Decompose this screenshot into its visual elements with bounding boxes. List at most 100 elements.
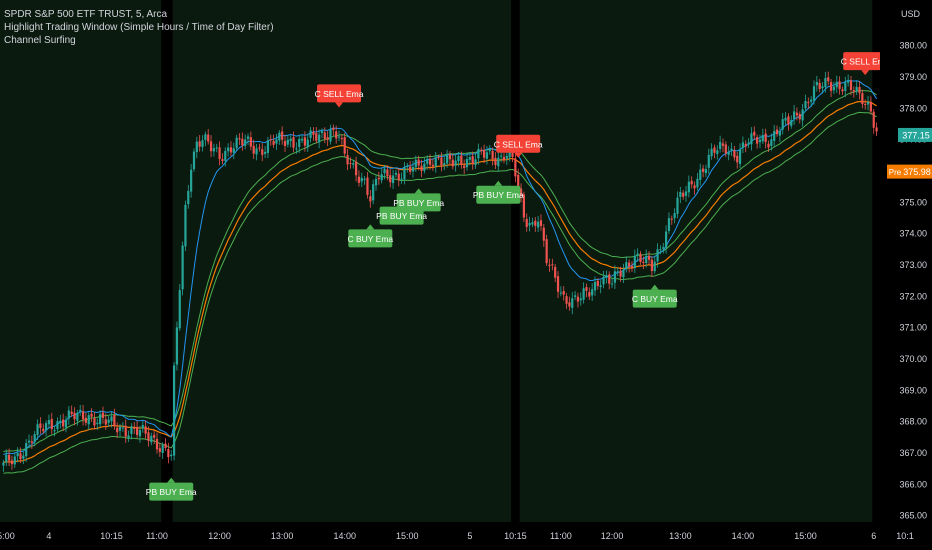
candle-body[interactable] xyxy=(591,289,594,296)
candle-body[interactable] xyxy=(414,159,417,168)
candle-body[interactable] xyxy=(158,448,161,452)
candle-body[interactable] xyxy=(53,430,56,432)
candle-body[interactable] xyxy=(682,192,685,197)
candle-body[interactable] xyxy=(397,173,400,181)
candle-body[interactable] xyxy=(687,181,690,193)
candle-body[interactable] xyxy=(465,158,469,168)
candle-body[interactable] xyxy=(829,82,833,91)
candle-body[interactable] xyxy=(320,130,324,134)
candle-body[interactable] xyxy=(460,155,463,165)
candle-body[interactable] xyxy=(62,419,65,427)
candle-body[interactable] xyxy=(249,137,252,147)
candle-body[interactable] xyxy=(636,253,639,256)
buy-signal-label[interactable] xyxy=(348,229,393,248)
candle-body[interactable] xyxy=(619,270,622,277)
candle-body[interactable] xyxy=(770,139,773,146)
candle-body[interactable] xyxy=(411,166,415,172)
candle-body[interactable] xyxy=(8,454,11,461)
candle-body[interactable] xyxy=(33,434,36,443)
candle-body[interactable] xyxy=(67,410,70,419)
candle-body[interactable] xyxy=(246,136,250,139)
candle-body[interactable] xyxy=(167,449,170,458)
candle-body[interactable] xyxy=(832,86,836,91)
candle-body[interactable] xyxy=(312,131,315,135)
candle-body[interactable] xyxy=(767,143,770,148)
candle-body[interactable] xyxy=(647,255,651,260)
candle-body[interactable] xyxy=(773,130,776,141)
candle-body[interactable] xyxy=(303,137,307,146)
candle-body[interactable] xyxy=(198,141,201,147)
candle-body[interactable] xyxy=(59,420,62,423)
candle-body[interactable] xyxy=(790,120,793,126)
candle-body[interactable] xyxy=(650,259,653,271)
candle-body[interactable] xyxy=(713,147,716,153)
candle-body[interactable] xyxy=(517,174,520,188)
candle-body[interactable] xyxy=(212,148,215,152)
candle-body[interactable] xyxy=(423,163,426,171)
symbol-title[interactable]: SPDR S&P 500 ETF TRUST, 5, Arca xyxy=(4,9,168,20)
candle-body[interactable] xyxy=(551,264,554,266)
candle-body[interactable] xyxy=(232,148,235,153)
candle-body[interactable] xyxy=(360,177,363,182)
candle-body[interactable] xyxy=(261,149,264,155)
candle-body[interactable] xyxy=(608,274,611,284)
candle-body[interactable] xyxy=(858,86,861,94)
candle-body[interactable] xyxy=(221,159,224,161)
candle-body[interactable] xyxy=(224,150,227,161)
candle-body[interactable] xyxy=(861,93,864,105)
indicator-channel-surfing[interactable]: Channel Surfing xyxy=(4,35,76,46)
candle-body[interactable] xyxy=(565,296,568,304)
candle-body[interactable] xyxy=(579,298,582,301)
candle-body[interactable] xyxy=(116,427,119,433)
candle-body[interactable] xyxy=(286,139,289,145)
candle-body[interactable] xyxy=(272,140,275,145)
candle-body[interactable] xyxy=(172,365,176,456)
candle-body[interactable] xyxy=(27,440,31,443)
candle-body[interactable] xyxy=(315,133,318,141)
candle-body[interactable] xyxy=(585,287,588,291)
candle-body[interactable] xyxy=(118,426,122,431)
candle-body[interactable] xyxy=(451,159,454,167)
candle-body[interactable] xyxy=(337,136,341,138)
candle-body[interactable] xyxy=(605,275,608,279)
candle-body[interactable] xyxy=(391,175,395,184)
candle-body[interactable] xyxy=(596,280,599,286)
candle-body[interactable] xyxy=(326,137,329,140)
candle-body[interactable] xyxy=(175,327,179,365)
candle-body[interactable] xyxy=(869,101,872,112)
candle-body[interactable] xyxy=(227,147,230,152)
candle-body[interactable] xyxy=(719,142,722,149)
candle-body[interactable] xyxy=(810,99,813,102)
candle-body[interactable] xyxy=(738,149,742,164)
candle-body[interactable] xyxy=(852,90,855,92)
candle-body[interactable] xyxy=(400,178,403,180)
candle-body[interactable] xyxy=(161,444,164,453)
candle-body[interactable] xyxy=(480,149,483,152)
candle-body[interactable] xyxy=(409,166,412,172)
candle-body[interactable] xyxy=(448,154,452,160)
candle-body[interactable] xyxy=(701,168,705,172)
candle-body[interactable] xyxy=(764,133,767,143)
candle-body[interactable] xyxy=(318,134,321,143)
candle-body[interactable] xyxy=(454,160,457,166)
candle-body[interactable] xyxy=(875,127,878,132)
candle-body[interactable] xyxy=(707,154,710,168)
candle-body[interactable] xyxy=(394,172,398,175)
candle-body[interactable] xyxy=(568,302,571,307)
candle-body[interactable] xyxy=(633,255,636,269)
candle-body[interactable] xyxy=(84,417,88,423)
candle-body[interactable] xyxy=(130,426,133,434)
sell-signal-label[interactable] xyxy=(843,52,888,71)
candle-body[interactable] xyxy=(201,140,204,147)
candle-body[interactable] xyxy=(673,213,676,219)
candle-body[interactable] xyxy=(642,261,645,263)
candle-body[interactable] xyxy=(36,424,39,435)
candle-body[interactable] xyxy=(113,414,116,427)
candle-body[interactable] xyxy=(676,197,679,214)
candle-body[interactable] xyxy=(539,220,543,227)
candle-body[interactable] xyxy=(13,456,16,465)
candle-body[interactable] xyxy=(667,218,671,232)
candle-body[interactable] xyxy=(76,412,79,421)
candle-body[interactable] xyxy=(403,167,406,180)
candle-body[interactable] xyxy=(10,460,14,465)
